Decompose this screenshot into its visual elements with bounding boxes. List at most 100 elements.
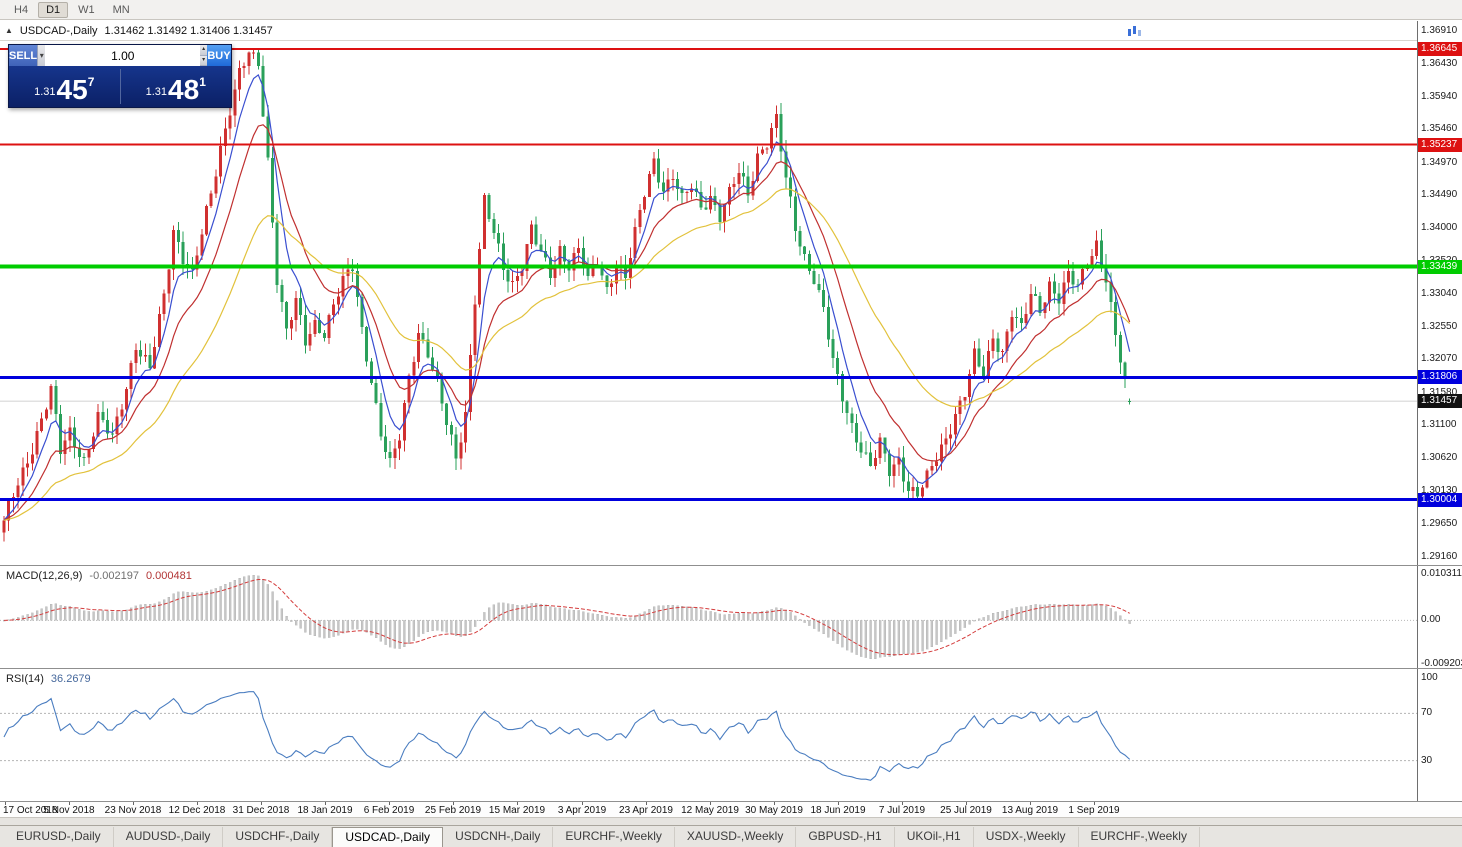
sell-price-display[interactable]: 1.31 45 7 (9, 66, 120, 107)
time-tick (5, 802, 6, 805)
candles-layer (2, 49, 1132, 542)
timeframe-button-d1[interactable]: D1 (38, 1, 69, 18)
time-tick (774, 802, 775, 805)
buy-button[interactable]: BUY (206, 45, 232, 66)
date-label: 13 Aug 2019 (1001, 805, 1059, 816)
price-tick: 1.29160 (1421, 550, 1458, 562)
time-tick (710, 802, 711, 805)
date-label: 3 Apr 2019 (557, 805, 607, 816)
time-tick (1094, 802, 1095, 805)
price-tick: -0.009203 (1421, 658, 1462, 670)
chart-symbol-title: USDCAD-,Daily (19, 24, 98, 37)
time-tick (261, 802, 262, 805)
pane-splitter[interactable] (0, 565, 1462, 566)
price-axis[interactable]: 1.36910 1.36430 1.35940 1.35460 1.34970 1.344… (1417, 21, 1462, 801)
price-chart-canvas[interactable] (0, 24, 1417, 565)
chart-tab-usdchf-daily[interactable]: USDCHF-,Daily (223, 827, 333, 847)
buy-price-display[interactable]: 1.31 48 1 (121, 66, 232, 107)
time-tick (1030, 802, 1031, 805)
chart-tab-gbpusd-h1[interactable]: GBPUSD-,H1 (796, 827, 895, 847)
level-lines-layer (0, 48, 1417, 502)
price-tick: 1.31580 (1421, 386, 1458, 398)
collapse-icon[interactable]: ▲ (5, 26, 13, 35)
time-tick (453, 802, 454, 805)
price-tick: 1.34970 (1421, 156, 1458, 168)
rsi-value: 36.2679 (50, 673, 91, 685)
date-label: 1 Sep 2019 (1068, 805, 1120, 816)
macd-label: MACD(12,26,9) -0.002197 0.000481 (6, 570, 192, 582)
chart-tab-eurchf-weekly[interactable]: EURCHF-,Weekly (553, 827, 675, 847)
rsi-indicator-canvas[interactable] (0, 670, 1417, 801)
sell-price-sup: 7 (87, 75, 95, 89)
ma-slow-line (3, 188, 1131, 521)
price-divider (119, 69, 121, 104)
macd-title: MACD(12,26,9) (6, 570, 83, 582)
title-separator (0, 40, 1462, 41)
buy-price-sup: 1 (199, 75, 206, 89)
time-tick (902, 802, 903, 805)
chart-tab-usdcad-daily[interactable]: USDCAD-,Daily (332, 827, 444, 847)
chart-tab-audusd-daily[interactable]: AUDUSD-,Daily (114, 827, 224, 847)
price-tick: 1.34000 (1421, 222, 1458, 234)
chart-tab-ukoil-h1[interactable]: UKOil-,H1 (895, 827, 974, 847)
price-tick: 30 (1421, 754, 1433, 766)
price-tick: 1.36430 (1421, 57, 1458, 69)
price-tick: 1.32070 (1421, 353, 1458, 365)
price-tick: 100 (1421, 672, 1438, 683)
date-label: 25 Feb 2019 (424, 805, 482, 816)
macd-indicator-canvas[interactable] (0, 567, 1417, 668)
mini-chart-icon[interactable] (1126, 25, 1142, 38)
sell-button[interactable]: SELL (9, 45, 38, 66)
axis-border (0, 801, 1462, 802)
date-label: 15 Mar 2019 (488, 805, 546, 816)
price-tick: 1.35460 (1421, 123, 1458, 135)
timeframe-button-mn[interactable]: MN (112, 3, 130, 16)
macd-signal-line (3, 579, 1130, 656)
time-tick (197, 802, 198, 805)
chart-title-bar: ▲ USDCAD-,Daily 1.31462 1.31492 1.31406 … (0, 22, 1410, 39)
macd-signal-value: 0.000481 (145, 570, 192, 582)
volume-dropdown-button[interactable]: ▾ (37, 45, 46, 66)
moving-averages-layer (3, 73, 1131, 521)
date-label: 23 Nov 2018 (104, 805, 162, 816)
date-label: 25 Jul 2019 (940, 805, 992, 816)
buy-price-big: 48 (168, 74, 200, 105)
date-label: 7 Jul 2019 (878, 805, 926, 816)
chart-tab-usdcnh-daily[interactable]: USDCNH-,Daily (443, 827, 554, 847)
price-tick: 1.32550 (1421, 320, 1458, 332)
date-label: 30 May 2019 (745, 805, 803, 816)
chart-tab-xauusd-weekly[interactable]: XAUUSD-,Weekly (675, 827, 797, 847)
chart-tab-eurusd-daily[interactable]: EURUSD-,Daily (4, 827, 114, 847)
timeframe-button-h4[interactable]: H4 (14, 3, 29, 16)
price-tick: 1.33040 (1421, 287, 1458, 299)
horizontal-scrollbar[interactable] (0, 817, 1462, 825)
date-label: 6 Feb 2019 (363, 805, 415, 816)
time-tick (389, 802, 390, 805)
level-price-label: 1.31806 (1418, 370, 1462, 385)
level-price-label: 1.36645 (1418, 41, 1462, 56)
volume-spinner: ▴ ▾ (200, 45, 207, 66)
top-toolbar: H4 D1 W1 MN (0, 0, 1462, 20)
current-price-label: 1.31457 (1418, 394, 1462, 409)
chart-tab-usdx-weekly[interactable]: USDX-,Weekly (974, 827, 1079, 847)
date-label: 18 Jun 2019 (810, 805, 866, 816)
pane-splitter[interactable] (0, 668, 1462, 669)
price-tick: 70 (1421, 707, 1433, 719)
time-tick (838, 802, 839, 805)
rsi-title: RSI(14) (6, 673, 44, 685)
date-label: 12 May 2019 (681, 805, 739, 816)
volume-down-button[interactable]: ▾ (200, 55, 207, 66)
date-label: 23 Apr 2019 (619, 805, 673, 816)
time-tick (69, 802, 70, 805)
chart-tab-eurchf-weekly[interactable]: EURCHF-,Weekly (1079, 827, 1200, 847)
volume-input[interactable] (45, 45, 201, 66)
rsi-line (3, 691, 1131, 781)
sell-price-big: 45 (56, 74, 88, 105)
price-tick: 1.36910 (1421, 24, 1458, 36)
time-axis[interactable]: 17 Oct 2018 5 Nov 2018 23 Nov 2018 12 Dec 2… (0, 802, 1462, 817)
price-tick: 1.35940 (1421, 90, 1458, 102)
volume-up-button[interactable]: ▴ (200, 45, 207, 56)
level-price-label: 1.35237 (1418, 137, 1462, 152)
timeframe-button-w1[interactable]: W1 (78, 3, 95, 16)
level-price-label: 1.30004 (1418, 492, 1462, 507)
